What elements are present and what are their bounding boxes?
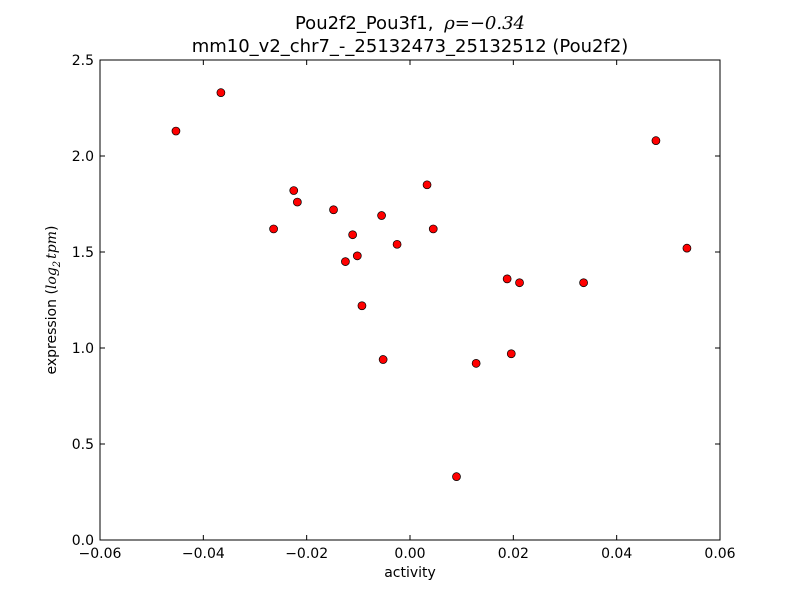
y-tick-label-3: 1.5 [72,245,94,261]
data-point-5 [329,205,338,215]
data-point-10 [377,211,386,220]
x-tick-label-1: −0.04 [182,546,225,562]
data-points [171,88,692,481]
chart-title-line-1: Pou2f2_Pou3f1, ρ=−0.34 [295,13,525,34]
x-tick-label-4: 0.02 [498,546,529,562]
data-point-20 [579,278,588,288]
y-axis-label-log: log [44,267,60,289]
y-tick-label-4: 2.0 [72,149,94,165]
data-point-3 [289,186,299,195]
x-tick-label-6: 0.06 [704,546,735,562]
data-point-14 [428,224,438,234]
y-axis-label: expression (log2 tpm) [44,225,63,374]
data-point-13 [422,180,432,190]
data-point-1 [216,88,226,97]
y-tick-label-2: 1.0 [72,341,94,357]
data-point-15 [452,472,461,481]
x-tick-label-3: 0.00 [394,546,425,562]
data-point-21 [651,136,661,145]
data-point-9 [357,301,367,311]
x-axis-ticks: −0.06 −0.04 −0.02 0.00 0.02 0.04 0.06 [79,60,736,562]
y-tick-label-5: 2.5 [72,53,94,69]
data-point-16 [471,359,481,368]
data-point-2 [269,224,278,234]
plot-area [100,60,720,540]
y-axis-label-prefix: expression ( [44,289,60,374]
y-tick-label-1: 0.5 [72,437,94,453]
chart-title: Pou2f2_Pou3f1, ρ=−0.34 mm10_v2_chr7_-_25… [192,13,629,57]
y-axis-ticks: 0.0 0.5 1.0 1.5 2.0 2.5 [72,53,720,549]
y-axis-label-suffix: ) [44,225,60,230]
data-point-17 [502,274,512,284]
chart-title-name: Pou2f2_Pou3f1, [295,13,433,34]
x-tick-label-5: 0.04 [601,546,632,562]
x-tick-label-2: −0.02 [285,546,328,562]
y-tick-label-0: 0.0 [72,533,94,549]
y-axis-label-base: 2 [52,261,63,268]
data-point-8 [352,251,362,261]
data-point-11 [378,355,388,364]
x-tick-label-0: −0.06 [79,546,122,562]
chart-title-line-2: mm10_v2_chr7_-_25132473_25132512 (Pou2f2… [192,36,629,57]
x-axis-label: activity [384,565,436,581]
data-point-19 [515,278,524,288]
data-point-4 [293,197,302,207]
chart-title-rho: ρ=−0.34 [443,13,525,34]
data-point-0 [171,126,181,136]
y-axis-label-unit: tpm [44,231,60,259]
data-point-18 [506,349,516,359]
data-point-12 [392,239,402,249]
data-point-6 [341,257,350,266]
data-point-7 [348,230,357,240]
data-point-22 [682,243,692,253]
